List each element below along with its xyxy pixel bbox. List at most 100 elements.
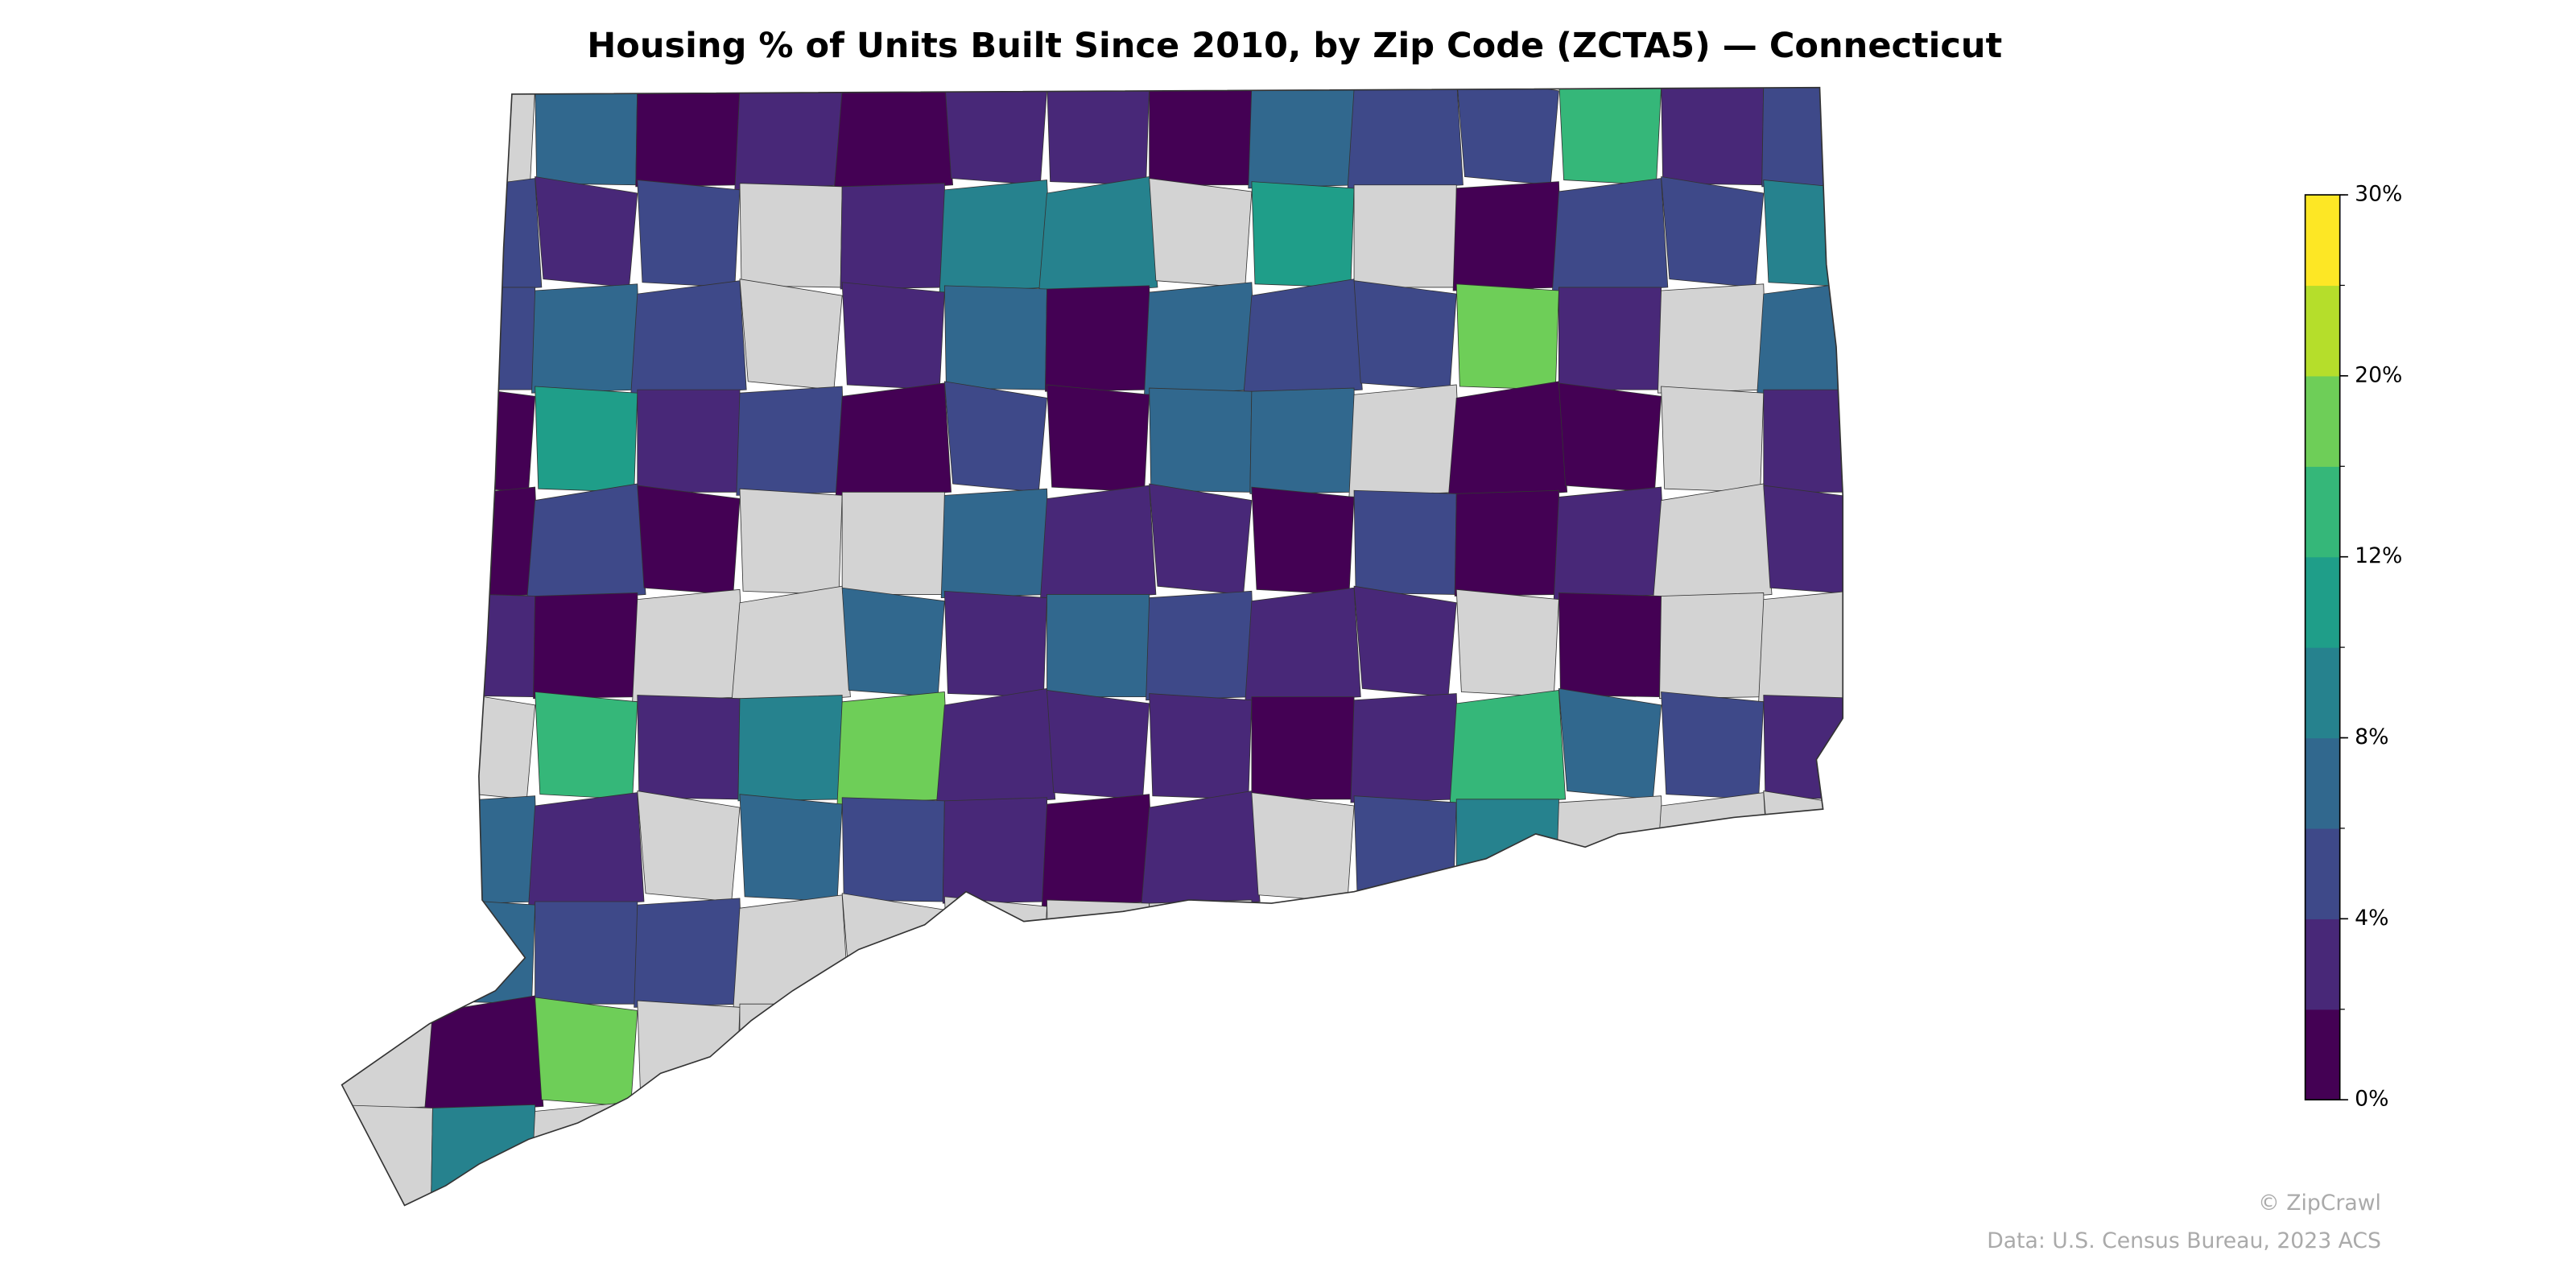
zip-region xyxy=(1761,87,1843,188)
zip-region xyxy=(341,998,439,1112)
zip-region xyxy=(739,1003,843,1107)
zip-region xyxy=(1042,1102,1154,1206)
zip-region xyxy=(1251,1001,1355,1107)
zip-region xyxy=(1661,691,1765,800)
zip-region xyxy=(1045,285,1152,392)
zip-region xyxy=(341,894,433,1005)
zip-region xyxy=(1455,588,1559,698)
zip-region xyxy=(734,87,848,191)
zip-region xyxy=(835,382,952,499)
zip-region xyxy=(836,691,950,805)
zip-region xyxy=(341,689,440,807)
zip-region xyxy=(341,181,436,291)
zip-region xyxy=(739,279,843,390)
colorbar-bin xyxy=(2305,375,2340,467)
zip-region xyxy=(1653,792,1771,909)
zip-region xyxy=(841,282,945,390)
zip-region xyxy=(635,87,742,188)
zip-region xyxy=(731,585,851,706)
zip-region xyxy=(1140,791,1261,910)
zip-region xyxy=(1558,592,1662,698)
zip-region xyxy=(1550,995,1670,1116)
colorbar: 0% 4% 8% 12% 20% 30% xyxy=(2304,182,2402,1112)
zip-region xyxy=(531,283,642,394)
colorbar-bin xyxy=(2305,919,2340,1010)
zip-region xyxy=(1039,485,1157,602)
zip-region xyxy=(939,180,1053,293)
zip-region xyxy=(1353,280,1457,390)
zip-region xyxy=(1755,1097,1843,1206)
zip-region xyxy=(1144,282,1257,395)
zip-region xyxy=(1243,279,1363,398)
zip-region xyxy=(943,1105,1047,1206)
zip-region xyxy=(341,799,433,902)
zip-region xyxy=(943,381,1047,493)
zip-region xyxy=(840,183,947,290)
zip-region xyxy=(341,283,433,390)
zip-region xyxy=(1348,384,1462,497)
zip-region xyxy=(1149,387,1253,493)
zip-region xyxy=(841,797,945,902)
zip-region xyxy=(1763,389,1843,493)
zip-region xyxy=(1652,483,1773,604)
zip-region xyxy=(1245,587,1361,704)
zip-region xyxy=(841,1102,945,1206)
zip-region xyxy=(1757,280,1843,397)
zip-region xyxy=(428,795,539,906)
zip-region xyxy=(1763,180,1843,288)
zip-region xyxy=(629,1097,749,1206)
zip-region xyxy=(1558,898,1662,1005)
zip-region xyxy=(1449,689,1567,807)
zip-region xyxy=(739,1099,843,1206)
colorbar-tick-label: 12% xyxy=(2355,543,2402,568)
zip-region xyxy=(1554,795,1666,906)
zip-region xyxy=(736,386,846,496)
zip-region xyxy=(1659,592,1766,700)
zip-region xyxy=(1046,899,1150,1005)
zip-region xyxy=(1455,894,1559,1005)
zip-region xyxy=(739,794,843,902)
zip-region xyxy=(1447,381,1568,501)
zip-region xyxy=(1041,794,1155,907)
zip-region xyxy=(935,687,1056,808)
zip-region xyxy=(1149,87,1253,186)
zip-region xyxy=(737,695,844,802)
zip-region xyxy=(841,587,945,698)
zip-region xyxy=(1046,995,1150,1107)
zip-region xyxy=(1656,1100,1769,1206)
zip-region xyxy=(1046,594,1150,698)
zip-region xyxy=(841,491,945,595)
zip-region xyxy=(733,894,849,1011)
zip-region xyxy=(1558,382,1662,493)
zip-region xyxy=(937,997,1055,1114)
zip-region xyxy=(533,592,640,700)
zip-region xyxy=(1454,489,1561,597)
colorbar-tick-label: 20% xyxy=(2355,362,2402,387)
zip-region xyxy=(1146,590,1256,701)
zip-region xyxy=(1249,387,1356,494)
colorbar-bin xyxy=(2305,466,2340,558)
zip-region xyxy=(425,178,543,295)
zip-region xyxy=(1353,184,1457,288)
zip-region xyxy=(637,389,741,493)
colorbar-bin xyxy=(2305,1009,2340,1100)
zip-region xyxy=(1763,791,1843,902)
zip-region xyxy=(632,588,745,703)
zip-region xyxy=(1455,283,1559,390)
zip-region xyxy=(1763,1000,1843,1107)
zip-region xyxy=(1661,386,1765,493)
zip-region xyxy=(634,898,744,1008)
colorbar-tick-label: 0% xyxy=(2355,1087,2388,1112)
zip-region xyxy=(637,485,741,595)
colorbar-tick-label: 30% xyxy=(2355,182,2402,207)
zip-region xyxy=(1551,178,1669,295)
zip-region xyxy=(1248,87,1358,189)
zip-region xyxy=(1661,175,1765,288)
zip-region xyxy=(637,180,741,288)
zip-region xyxy=(841,893,945,1005)
zip-region xyxy=(1246,896,1360,1009)
zip-region xyxy=(1556,1104,1664,1206)
zip-region xyxy=(1251,1097,1355,1206)
zip-region xyxy=(1661,901,1765,1005)
